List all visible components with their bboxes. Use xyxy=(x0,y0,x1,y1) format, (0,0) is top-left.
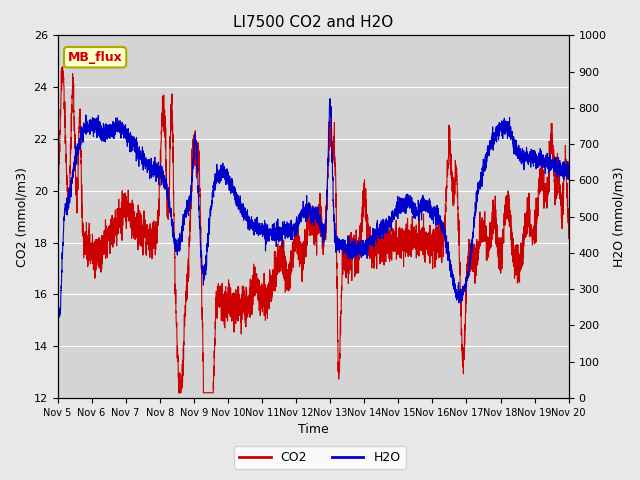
Y-axis label: H2O (mmol/m3): H2O (mmol/m3) xyxy=(612,167,625,267)
Y-axis label: CO2 (mmol/m3): CO2 (mmol/m3) xyxy=(15,167,28,266)
Title: LI7500 CO2 and H2O: LI7500 CO2 and H2O xyxy=(233,15,393,30)
Text: MB_flux: MB_flux xyxy=(68,51,122,64)
X-axis label: Time: Time xyxy=(298,423,328,436)
Legend: CO2, H2O: CO2, H2O xyxy=(234,446,406,469)
